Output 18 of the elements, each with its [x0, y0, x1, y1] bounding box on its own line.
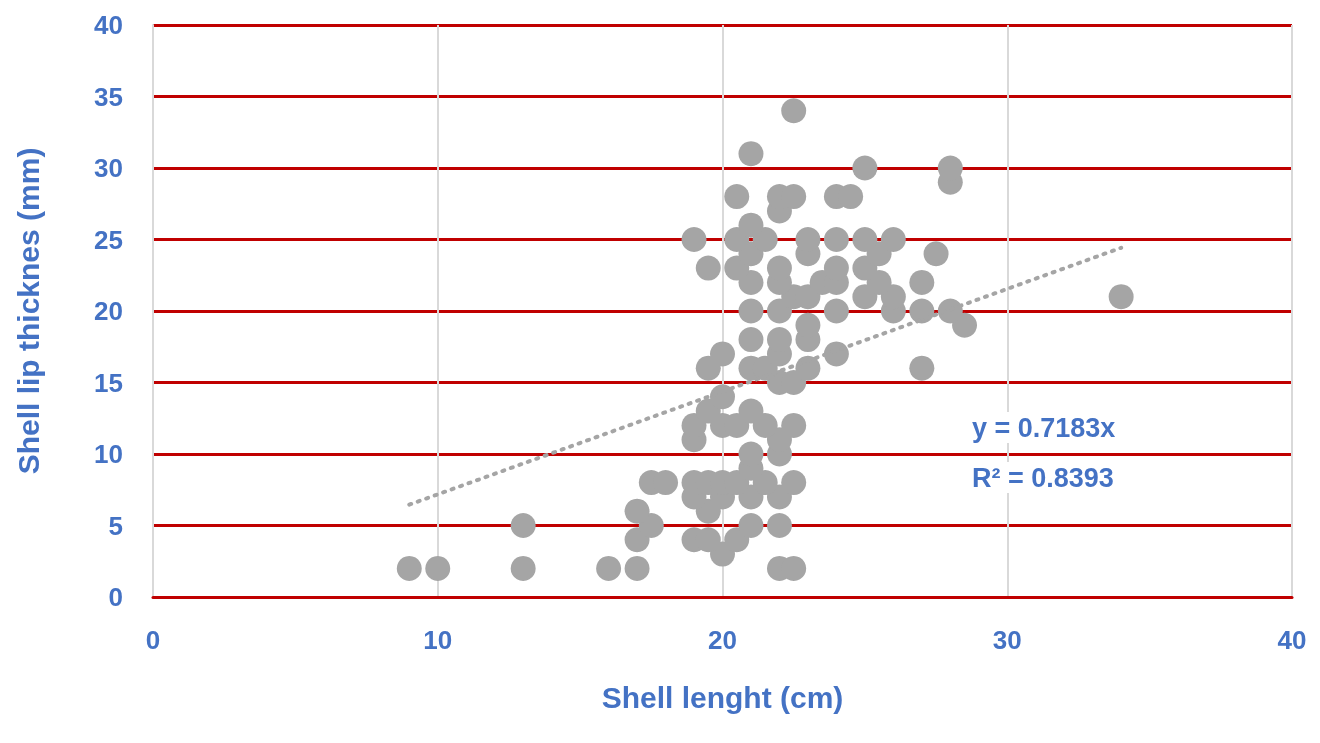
annotation: y = 0.7183x	[972, 412, 1116, 443]
y-tick-label: 10	[94, 439, 123, 469]
y-tick-label: 20	[94, 296, 123, 326]
y-tick-label: 40	[94, 10, 123, 40]
x-tick-label: 20	[708, 625, 737, 655]
x-tick-label: 30	[992, 625, 1022, 655]
y-tick-label: 25	[94, 224, 123, 255]
y-tick-label: 0	[108, 582, 123, 612]
y-tick-label: 5	[108, 510, 123, 541]
y-axis-title: Shell lip thicknes (mm)	[11, 147, 45, 475]
x-tick-label: 40	[1277, 625, 1307, 655]
x-axis-title: Shell lenght (cm)	[601, 680, 844, 714]
annotation: R² = 0.8393	[972, 462, 1114, 493]
x-tick-label: 10	[423, 625, 453, 655]
y-tick-label: 30	[94, 153, 123, 183]
x-tick-label: 0	[145, 625, 161, 655]
y-tick-label: 15	[94, 367, 123, 398]
y-tick-label: 35	[94, 81, 123, 112]
